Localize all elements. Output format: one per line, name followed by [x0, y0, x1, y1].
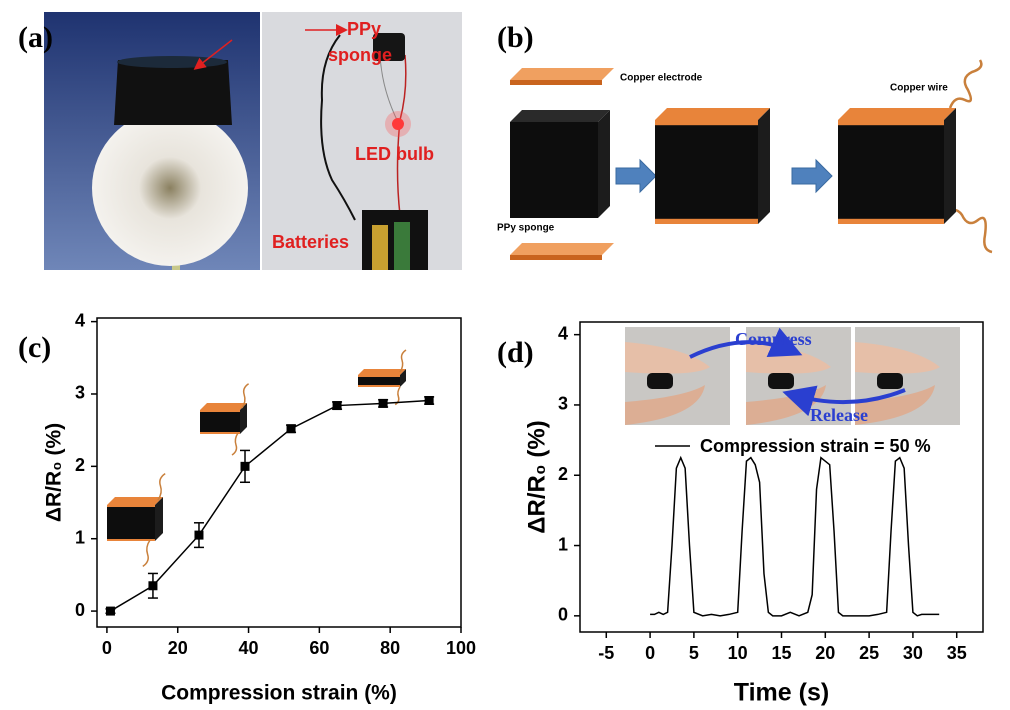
figure: (a) (b) (c) (d) PPy sponge LED bulb Batteries Co… [0, 0, 1010, 710]
box-side [944, 108, 956, 224]
data-point [148, 581, 157, 590]
panel-label: (d) [497, 336, 534, 369]
data-point [194, 531, 203, 540]
inset-photo [855, 327, 960, 425]
sponge-label: PPy sponge [497, 223, 555, 234]
x-tick-label: 25 [859, 643, 879, 663]
copper-wire [232, 433, 238, 455]
y-tick-label: 2 [558, 464, 568, 484]
data-line [650, 458, 939, 616]
inset-sponge [200, 403, 247, 434]
battery-label: Batteries [272, 232, 349, 252]
box-front [510, 122, 598, 218]
plot-frame [97, 318, 461, 627]
data-point [106, 607, 115, 616]
data-point [241, 462, 250, 471]
y-tick-label: 1 [558, 534, 568, 554]
sponge [877, 373, 903, 389]
y-tick-label: 4 [558, 323, 568, 343]
copper-plate [510, 80, 602, 85]
y-tick-label: 3 [558, 394, 568, 414]
box-top [200, 403, 247, 410]
x-tick-label: 20 [168, 638, 188, 658]
copper-wire [143, 540, 150, 566]
sponge-label: sponge [328, 45, 392, 65]
x-tick-label: 80 [380, 638, 400, 658]
copper-wire [158, 474, 165, 500]
copper-band [655, 219, 758, 224]
wire-label: Copper wire [890, 83, 948, 94]
box-top [358, 369, 406, 375]
box-top [107, 497, 163, 505]
x-tick-label: 10 [728, 643, 748, 663]
x-tick-label: 0 [102, 638, 112, 658]
x-axis-label: Compression strain (%) [161, 682, 397, 705]
inset-photo [625, 327, 730, 425]
x-tick-label: 100 [446, 638, 476, 658]
x-tick-label: 30 [903, 643, 923, 663]
sponge [647, 373, 673, 389]
x-axis-label: Time (s) [734, 679, 829, 707]
copper-band [358, 385, 400, 387]
copper-wire [400, 350, 406, 372]
release-label: Release [810, 405, 868, 425]
photo-a [44, 12, 462, 270]
y-tick-label: 1 [75, 527, 85, 547]
compress-label: Compress [735, 329, 812, 349]
inset-sponge [107, 497, 163, 541]
box-top [655, 108, 770, 120]
y-axis-label: ΔR/R₀ (%) [43, 423, 66, 522]
x-tick-label: 0 [645, 643, 655, 663]
data-point [379, 399, 388, 408]
led-label: LED bulb [355, 144, 434, 164]
box-front [107, 505, 155, 541]
y-tick-label: 0 [558, 605, 568, 625]
legend-label: Compression strain = 50 % [700, 436, 931, 456]
x-tick-label: 35 [947, 643, 967, 663]
y-axis-label: ΔR/R₀ (%) [523, 420, 550, 533]
data-point [333, 401, 342, 410]
copper-plate [510, 255, 602, 260]
copper-band [838, 120, 944, 125]
x-tick-label: -5 [598, 643, 614, 663]
x-tick-label: 5 [689, 643, 699, 663]
box-top [510, 110, 610, 122]
copper-band [655, 120, 758, 125]
x-tick-label: 15 [771, 643, 791, 663]
electrode-label: Copper electrode [620, 73, 703, 84]
box-front [200, 410, 240, 434]
copper-band [838, 219, 944, 224]
copper-band [200, 432, 240, 434]
box-front [655, 120, 758, 224]
sponge-electrode [655, 108, 770, 224]
sponge [768, 373, 794, 389]
copper-band [358, 375, 400, 377]
sponge [510, 110, 610, 218]
x-tick-label: 40 [239, 638, 259, 658]
data-point [287, 424, 296, 433]
copper-band [200, 410, 240, 412]
copper-band [107, 505, 155, 507]
sponge-label: PPy [347, 19, 381, 39]
y-tick-label: 4 [75, 310, 85, 330]
box-side [758, 108, 770, 224]
panel-label: (b) [497, 21, 534, 54]
sponge-wired [838, 108, 956, 224]
y-tick-label: 3 [75, 383, 85, 403]
box-front [838, 120, 944, 224]
x-tick-label: 20 [815, 643, 835, 663]
y-tick-label: 2 [75, 455, 85, 475]
panel-label: (a) [18, 21, 53, 54]
box-top [838, 108, 956, 120]
box-side [598, 110, 610, 218]
copper-plate [510, 243, 614, 255]
copper-band [107, 539, 155, 541]
inset-sponge [358, 369, 406, 387]
data-point [425, 396, 434, 405]
copper-plate [510, 68, 614, 80]
x-tick-label: 60 [309, 638, 329, 658]
y-tick-label: 0 [75, 600, 85, 620]
panel-label: (c) [18, 331, 51, 364]
